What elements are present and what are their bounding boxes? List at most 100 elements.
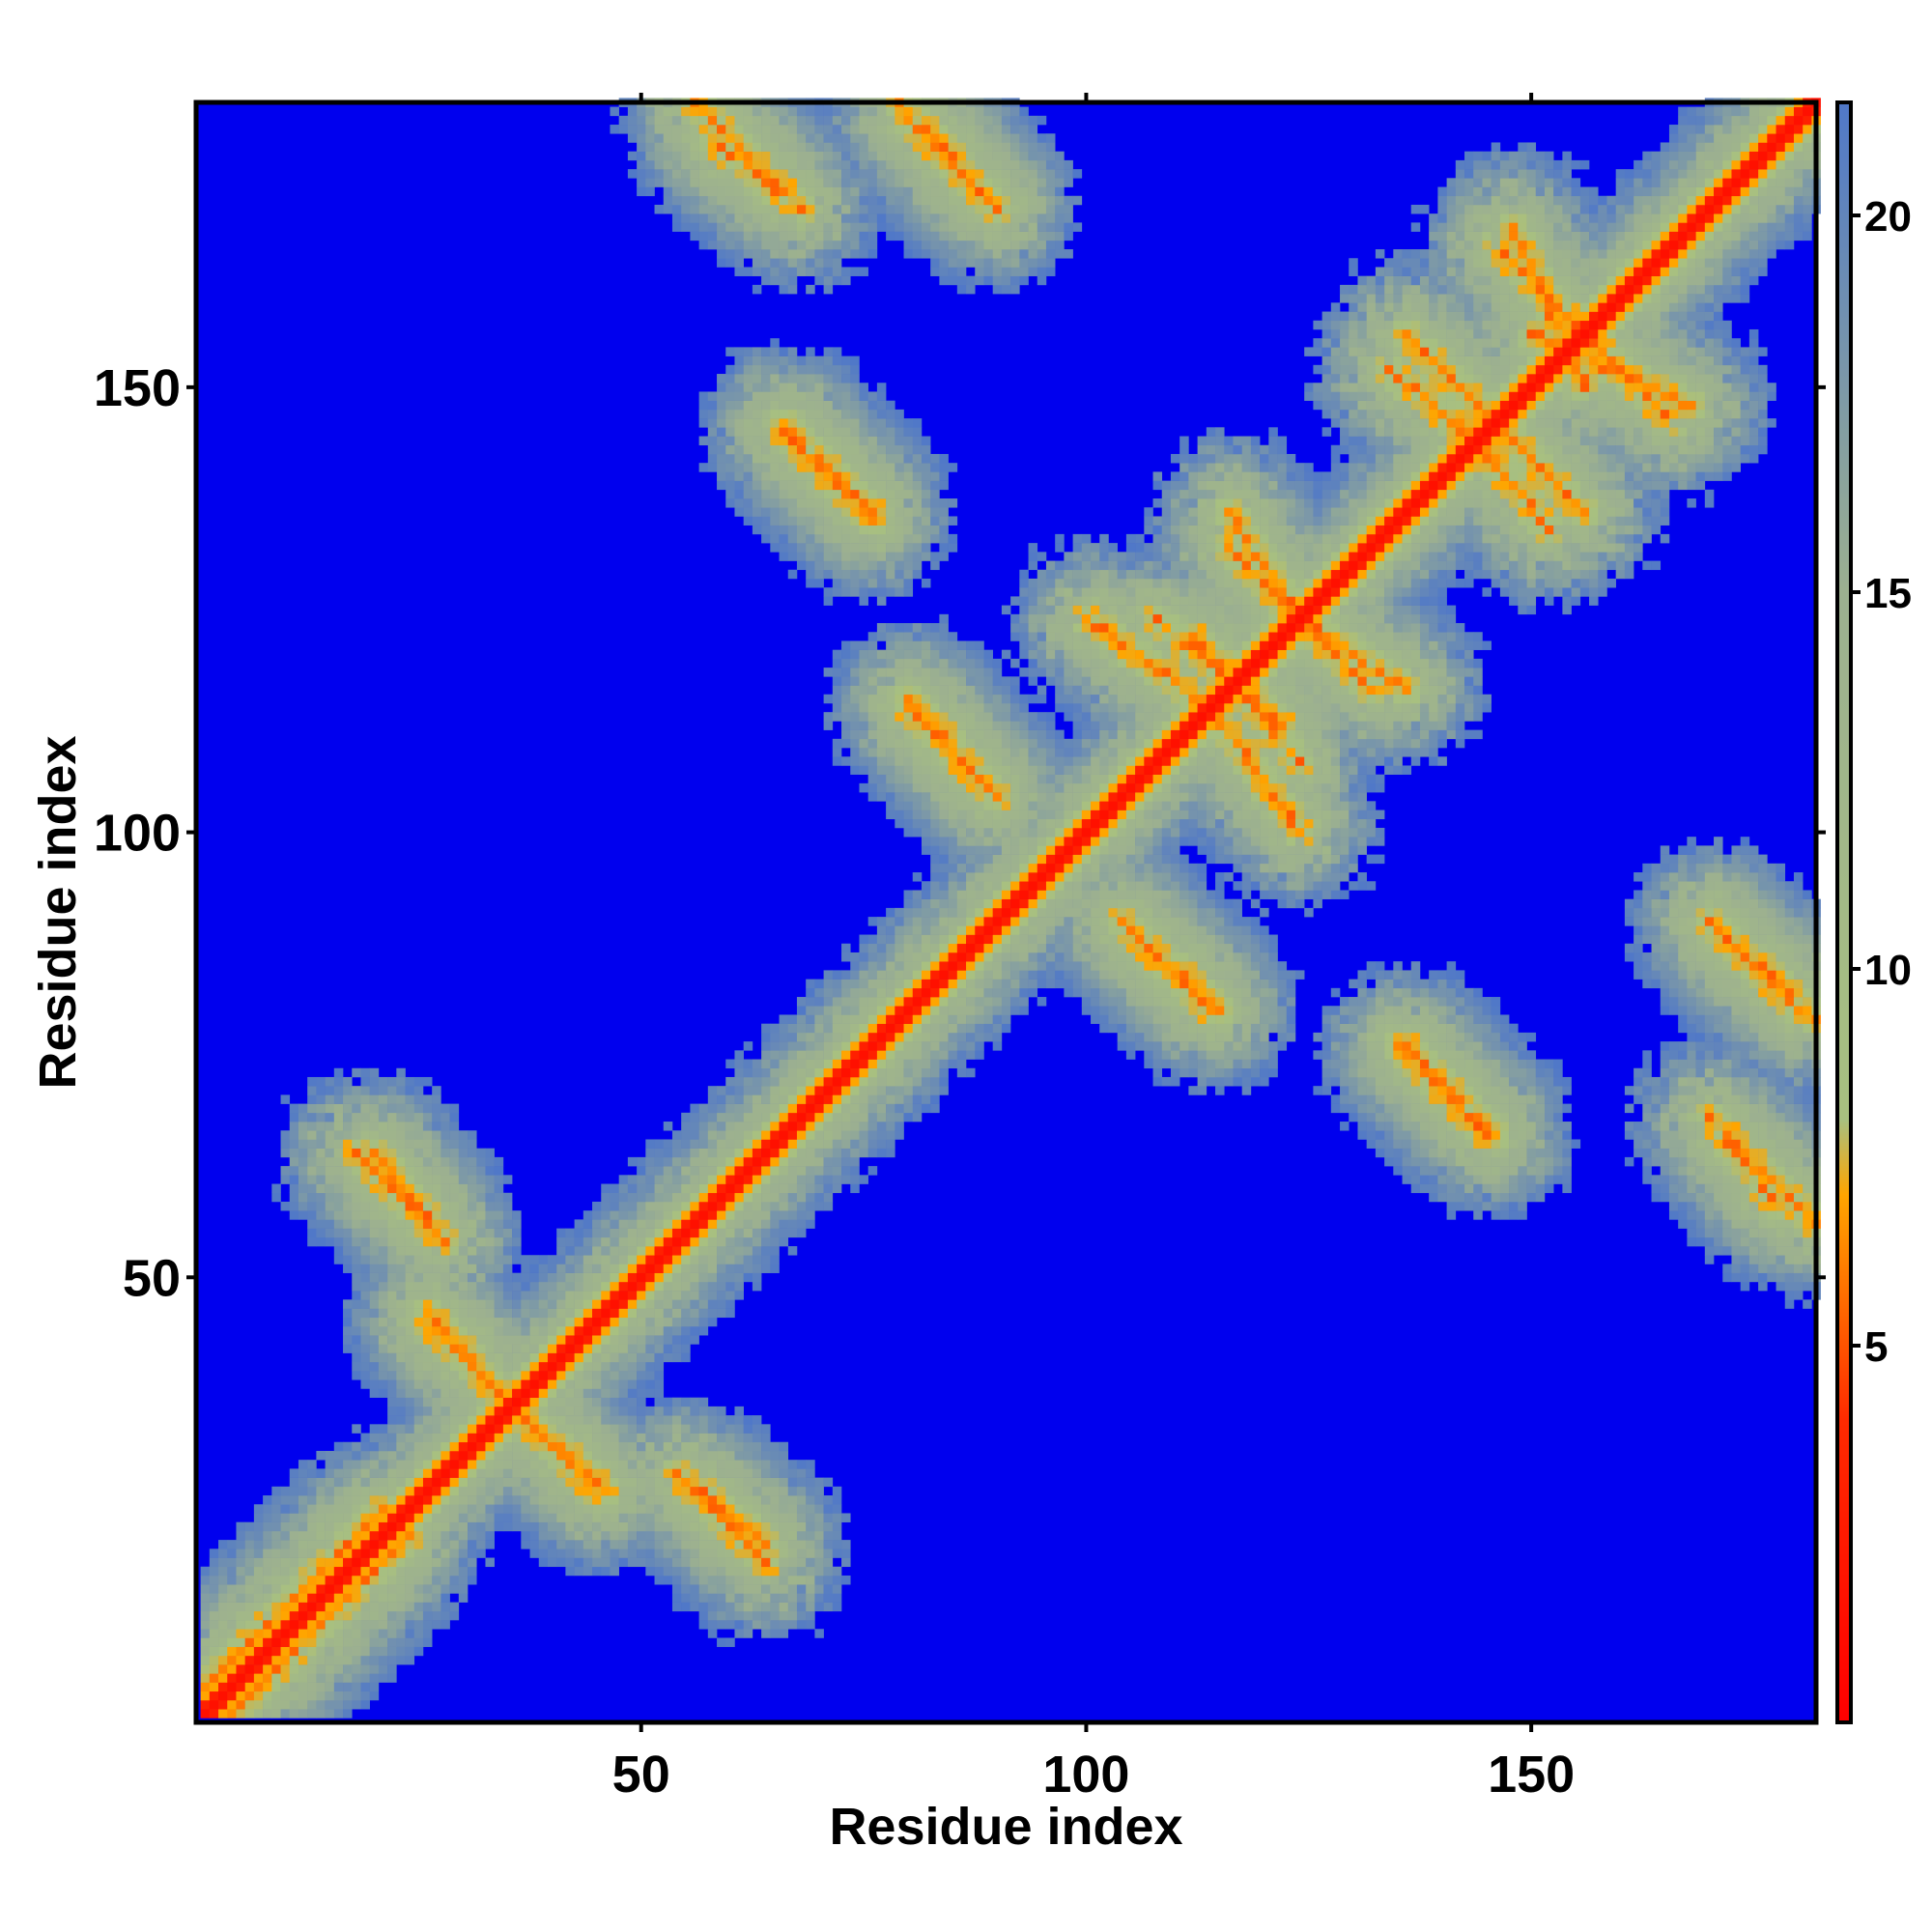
heatmap-cell: [627, 1513, 638, 1522]
heatmap-cell: [690, 1219, 699, 1229]
heatmap-cell: [1455, 1112, 1465, 1122]
heatmap-cell: [717, 1272, 726, 1283]
heatmap-cell: [645, 1352, 655, 1363]
heatmap-cell: [1473, 1201, 1483, 1211]
heatmap-cell: [405, 1228, 415, 1238]
heatmap-cell: [663, 1450, 673, 1461]
heatmap-cell: [671, 1486, 682, 1496]
heatmap-cell: [1518, 1210, 1527, 1220]
heatmap-cell: [1803, 1076, 1812, 1087]
heatmap-cell: [343, 1255, 353, 1264]
heatmap-cell: [1197, 979, 1208, 989]
heatmap-cell: [227, 1540, 237, 1549]
heatmap-cell: [413, 1094, 424, 1104]
heatmap-cell: [556, 1530, 566, 1541]
heatmap-cell: [476, 1477, 486, 1488]
heatmap-cell: [618, 1255, 629, 1264]
heatmap-cell: [422, 1521, 433, 1532]
heatmap-cell: [289, 1682, 299, 1692]
heatmap-cell: [449, 1513, 460, 1522]
heatmap-cell: [1731, 1014, 1741, 1024]
heatmap-cell: [645, 1486, 655, 1496]
heatmap-cell: [378, 1112, 388, 1122]
heatmap-cell: [1206, 1014, 1216, 1024]
heatmap-cell: [743, 1183, 753, 1194]
heatmap-cell: [743, 1166, 753, 1176]
heatmap-cell: [521, 1344, 530, 1353]
heatmap-cell: [859, 961, 868, 971]
heatmap-cell: [1402, 1139, 1412, 1149]
heatmap-cell: [529, 1441, 540, 1452]
heatmap-cell: [1678, 1050, 1688, 1060]
heatmap-cell: [618, 1175, 629, 1184]
heatmap-cell: [360, 1156, 370, 1167]
heatmap-cell: [1776, 1023, 1786, 1034]
heatmap-cell: [343, 1699, 353, 1710]
heatmap-cell: [316, 1156, 326, 1167]
heatmap-cell: [360, 1477, 370, 1488]
heatmap-cell: [244, 1646, 255, 1657]
heatmap-cell: [707, 1468, 718, 1478]
heatmap-cell: [502, 1299, 513, 1309]
heatmap-cell: [1803, 979, 1812, 989]
heatmap-cell: [502, 1255, 513, 1264]
heatmap-cell: [1429, 1067, 1438, 1078]
heatmap-cell: [1509, 1050, 1519, 1060]
heatmap-cell: [814, 1122, 824, 1131]
heatmap-cell: [574, 1513, 584, 1522]
heatmap-cell: [610, 1397, 619, 1407]
heatmap-cell: [449, 1335, 460, 1345]
heatmap-cell: [547, 1281, 557, 1292]
heatmap-cell: [387, 1379, 397, 1389]
heatmap-cell: [413, 1629, 424, 1638]
heatmap-cell: [1509, 1059, 1519, 1069]
heatmap-cell: [698, 1183, 709, 1194]
heatmap-cell: [387, 1308, 397, 1319]
heatmap-cell: [565, 1291, 575, 1300]
heatmap-cell: [1687, 1050, 1696, 1060]
heatmap-cell: [1419, 979, 1430, 989]
heatmap-cell: [378, 1557, 388, 1568]
heatmap-cell: [200, 1646, 211, 1657]
heatmap-cell: [681, 1228, 691, 1238]
heatmap-cell: [343, 1192, 353, 1203]
heatmap-cell: [637, 1371, 646, 1380]
heatmap-cell: [574, 1424, 593, 1434]
heatmap-cell: [743, 1584, 762, 1594]
heatmap-cell: [236, 1566, 245, 1577]
heatmap-cell: [1410, 1032, 1421, 1042]
heatmap-cell: [307, 1192, 317, 1203]
heatmap-cell: [859, 1006, 868, 1015]
heatmap-cell: [440, 1352, 450, 1363]
heatmap-cell: [832, 1183, 842, 1194]
heatmap-cell: [1464, 1103, 1474, 1114]
heatmap-cell: [271, 1486, 281, 1496]
heatmap-cell: [289, 1629, 299, 1638]
heatmap-cell: [485, 1513, 495, 1522]
heatmap-cell: [903, 1059, 914, 1069]
heatmap-cell: [841, 987, 851, 998]
heatmap-cell: [637, 1379, 646, 1389]
heatmap-cell: [422, 1264, 433, 1273]
heatmap-cell: [378, 1076, 388, 1087]
heatmap-cell: [387, 1637, 397, 1647]
heatmap-cell: [610, 1281, 619, 1292]
heatmap-cell: [413, 1255, 424, 1264]
heatmap-cell: [707, 1317, 718, 1327]
heatmap-cell: [1678, 1086, 1688, 1095]
heatmap-cell: [1687, 1236, 1696, 1247]
heatmap-cell: [1241, 1050, 1252, 1060]
heatmap-cell: [601, 1521, 611, 1532]
heatmap-cell: [1117, 1023, 1127, 1034]
heatmap-cell: [1349, 1023, 1358, 1034]
heatmap-cell: [1152, 979, 1163, 989]
heatmap-cell: [440, 1308, 450, 1319]
heatmap-cell: [1081, 961, 1092, 971]
heatmap-cell: [743, 1236, 753, 1247]
heatmap-cell: [859, 987, 868, 998]
heatmap-cell: [637, 1521, 646, 1532]
heatmap-cell: [796, 1513, 807, 1522]
heatmap-cell: [841, 1050, 851, 1060]
heatmap-cell: [637, 1513, 646, 1522]
heatmap-cell: [574, 1236, 584, 1247]
